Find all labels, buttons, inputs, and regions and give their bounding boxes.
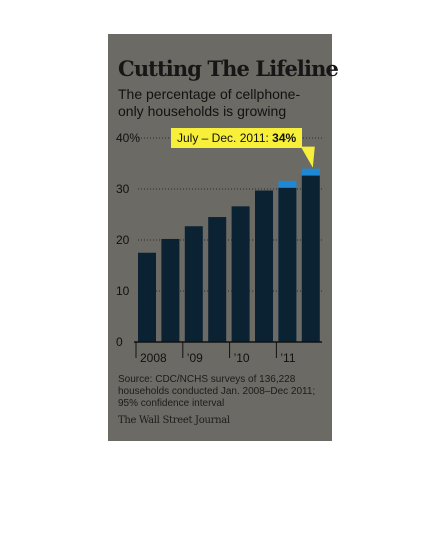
bar-lower-segment: [301, 175, 320, 342]
bar-lower-segment: [278, 187, 297, 342]
bar: [231, 206, 250, 342]
source-note: Source: CDC/NCHS surveys of 136,228 hous…: [118, 374, 316, 409]
bar-chart: 0 10 20 30 40% 2008 ’09 ’10 ’11: [116, 131, 322, 365]
callout-value: 34%: [272, 131, 297, 145]
bar: [255, 190, 273, 342]
y-tick-label: 0: [116, 335, 123, 349]
bar: [184, 226, 203, 342]
chart-title: Cutting The Lifeline: [118, 56, 339, 81]
y-tick-label: 20: [116, 233, 130, 247]
y-tick-label: 40%: [116, 131, 140, 145]
bar: [138, 252, 156, 342]
chart-subtitle: The percentage of cellphone-only househo…: [118, 86, 301, 119]
chart-card: Cutting The Lifeline The percentage of c…: [108, 34, 339, 441]
x-tick-label: 2008: [140, 351, 167, 365]
x-tick-label: ’10: [234, 351, 250, 365]
bar: [161, 238, 180, 342]
publisher-credit: The Wall Street Journal: [118, 415, 230, 426]
callout-label: July – Dec. 2011:: [177, 131, 269, 145]
callout-pointer: [300, 146, 315, 168]
highlight-callout: July – Dec. 2011: 34%: [171, 128, 303, 148]
x-tick-label: ’11: [280, 351, 295, 365]
x-tick-label: ’09: [187, 351, 203, 365]
bar: [208, 217, 227, 342]
y-tick-label: 30: [116, 182, 130, 196]
y-tick-label: 10: [116, 284, 130, 298]
